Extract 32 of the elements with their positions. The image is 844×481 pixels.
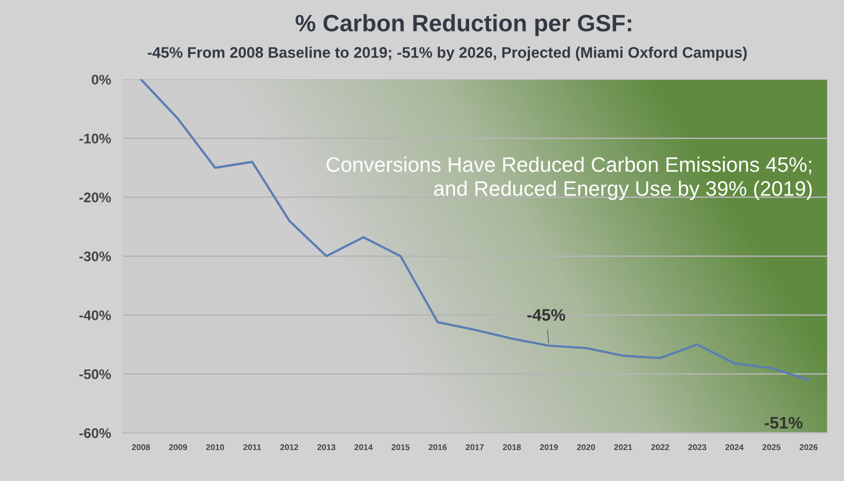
y-tick-label: -20%	[79, 192, 111, 202]
x-tick-label: 2008	[132, 444, 150, 450]
x-tick-label: 2009	[169, 444, 187, 450]
x-tick-label: 2013	[317, 444, 336, 450]
y-tick-label: -40%	[79, 310, 111, 320]
y-tick-label: 0%	[92, 74, 111, 85]
x-tick-label: 2017	[466, 444, 484, 450]
y-tick-label: -10%	[79, 134, 111, 144]
x-tick-label: 2024	[725, 444, 744, 450]
x-tick-label: 2016	[428, 444, 447, 450]
annotation: Conversions Have Reduced Carbon Emissions 45%; and Reduced Energy Use by 39% (2019)	[326, 156, 812, 200]
line-series	[140, 79, 810, 381]
annotation: -51%	[764, 416, 803, 429]
x-tick-label: 2022	[651, 444, 670, 450]
x-tick-label: 2015	[392, 444, 410, 450]
x-tick-label: 2012	[280, 444, 298, 450]
x-tick-label: 2011	[243, 444, 262, 450]
annotation: -45%	[527, 309, 566, 321]
x-tick-label: 2019	[540, 444, 558, 450]
x-tick-label: 2020	[577, 444, 595, 450]
y-tick-label: -30%	[79, 251, 111, 262]
y-tick-label: -60%	[79, 428, 111, 438]
x-tick-label: 2021	[614, 444, 632, 450]
chart-title: % Carbon Reduction per GSF:	[296, 14, 632, 36]
x-tick-label: 2026	[800, 444, 818, 450]
chart-subtitle: -45% From 2008 Baseline to 2019; -51% by 2026, Projected (Miami Oxford Campus)	[148, 46, 747, 61]
x-tick-label: 2023	[688, 444, 706, 450]
x-tick-label: 2014	[354, 444, 373, 450]
y-tick-label: -50%	[79, 369, 111, 380]
x-tick-label: 2018	[502, 444, 521, 450]
x-tick-label: 2025	[762, 444, 781, 450]
x-tick-label: 2010	[206, 444, 224, 450]
